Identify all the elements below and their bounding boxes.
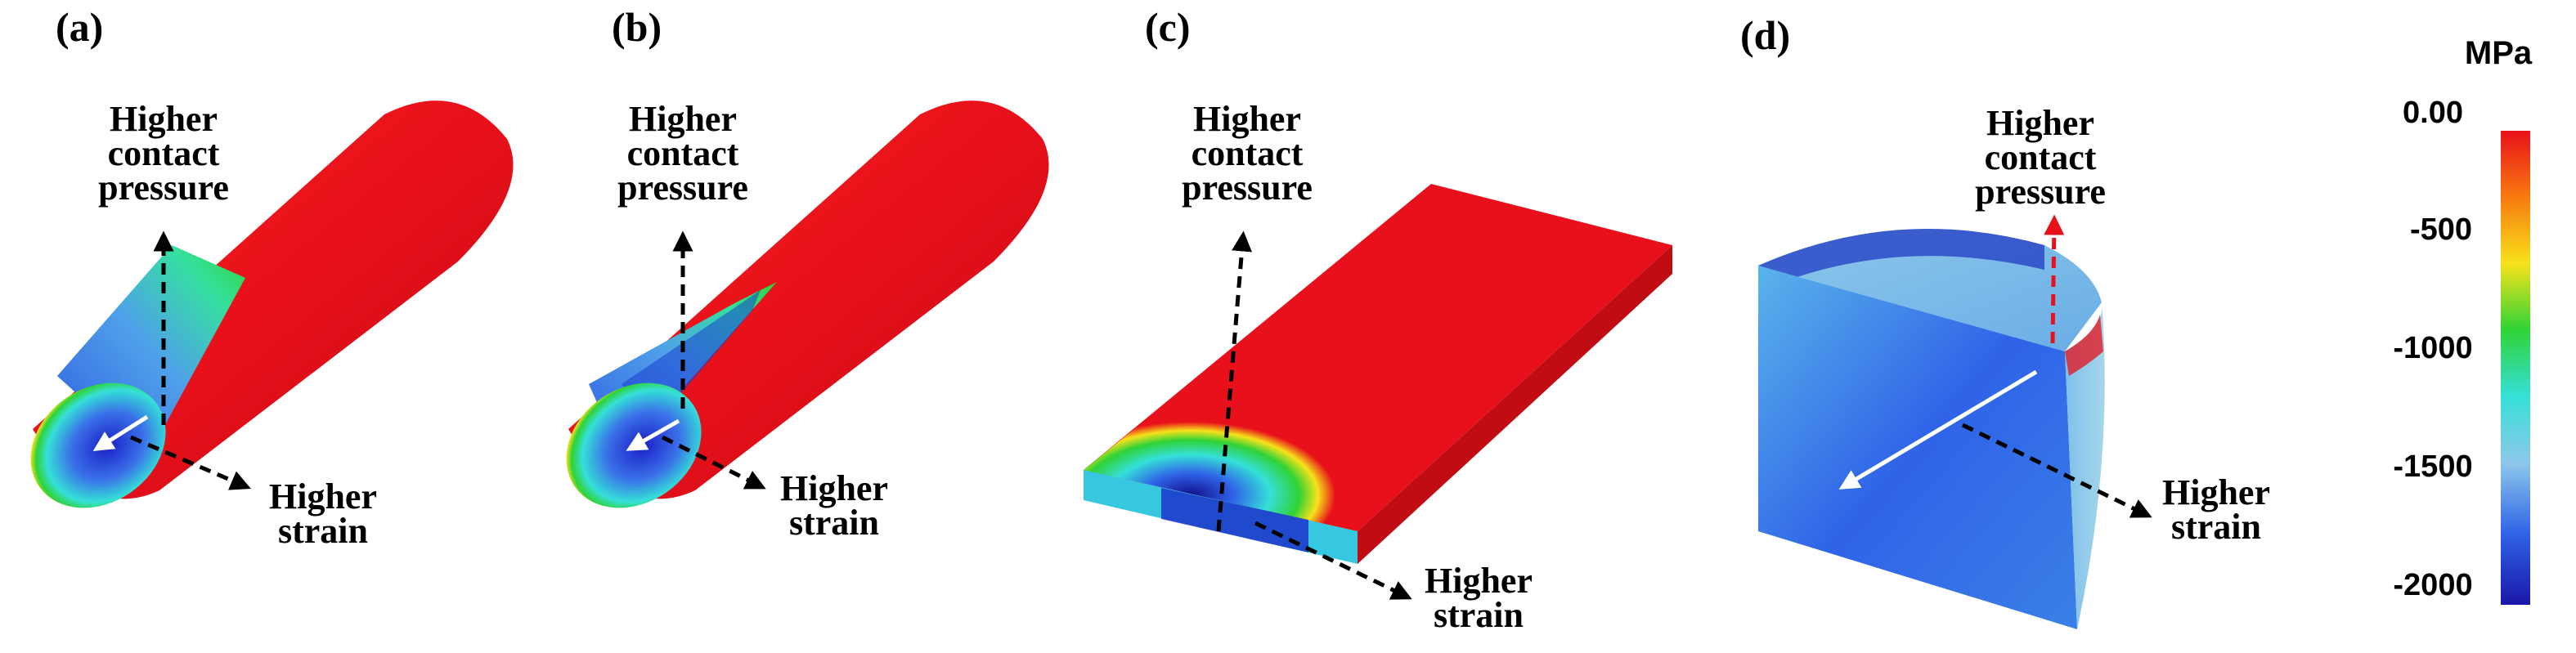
panel-d: (d) Higher contact pressure Higher strai… [1740, 12, 2270, 629]
panel-d-strain-label-1: Higher [2162, 472, 2270, 512]
panel-d-contact-label-3: pressure [1975, 172, 2106, 212]
panel-b-label: (b) [612, 4, 662, 50]
panel-c-plate-side [1358, 245, 1672, 564]
panel-d-white-arrow [1838, 369, 2038, 490]
panel-d-contact-arrow [2044, 214, 2065, 344]
colorbar: MPa 0.00 -500 -1000 -1500 -2000 [2393, 35, 2533, 605]
panel-a-strain-label-1: Higher [269, 476, 377, 517]
panel-d-front-face [1758, 266, 2077, 629]
panel-a-contact-label-3: pressure [98, 168, 229, 208]
panel-c-contact-arrow [1216, 230, 1253, 532]
colorbar-unit: MPa [2465, 35, 2533, 71]
panel-a-contact-label-1: Higher [110, 99, 218, 139]
panel-a-strain-label-2: strain [278, 511, 368, 551]
panel-d-contact-label-1: Higher [1986, 103, 2094, 143]
panel-c-front-core [1161, 488, 1308, 552]
panel-b-strain-label-2: strain [789, 503, 879, 543]
panel-d-contact-label-2: contact [1985, 137, 2097, 177]
panel-c-label: (c) [1145, 4, 1191, 50]
panel-b-white-arrow [626, 418, 680, 451]
panel-c-contact-label-2: contact [1192, 133, 1304, 173]
panel-a: (a) Higher contact pressure Higher strai… [30, 4, 514, 551]
panel-b-contact-label-3: pressure [617, 168, 748, 208]
colorbar-gradient [2501, 131, 2530, 605]
panel-a-contact-label-2: contact [108, 133, 220, 173]
panel-c-contact-label-1: Higher [1193, 99, 1301, 139]
panel-a-label: (a) [56, 4, 103, 50]
panel-c-contact-region [1084, 368, 1407, 531]
panel-c-strain-arrow [1254, 521, 1412, 600]
colorbar-tick-0: 0.00 [2403, 96, 2463, 130]
colorbar-tick-1: -500 [2410, 212, 2472, 247]
panel-d-top-rim [1758, 229, 2044, 282]
panel-a-white-arrow [92, 414, 149, 452]
panel-b-strain-label-1: Higher [780, 468, 888, 508]
panel-b-contact-label-2: contact [627, 133, 739, 173]
panel-c-strain-label-2: strain [1434, 595, 1524, 635]
panel-c: (c) Higher contact pressure Higher strai… [1084, 4, 1672, 635]
panel-d-strain-label-2: strain [2171, 507, 2261, 547]
colorbar-tick-2: -1000 [2393, 331, 2472, 365]
panel-b: (b) Higher contact pressure Higher strai… [566, 4, 1049, 543]
panel-d-strain-arrow [1961, 423, 2152, 518]
panel-d-right-face [2065, 302, 2105, 629]
panel-a-strain-arrow [130, 435, 251, 490]
panel-d-edge-stress [2065, 315, 2103, 376]
panel-c-contact-label-3: pressure [1182, 168, 1313, 208]
colorbar-tick-3: -1500 [2393, 449, 2472, 484]
panel-c-strain-label-1: Higher [1425, 561, 1533, 601]
colorbar-tick-4: -2000 [2393, 568, 2472, 602]
panel-d-label: (d) [1740, 12, 1790, 58]
panel-b-contact-label-1: Higher [629, 99, 737, 139]
